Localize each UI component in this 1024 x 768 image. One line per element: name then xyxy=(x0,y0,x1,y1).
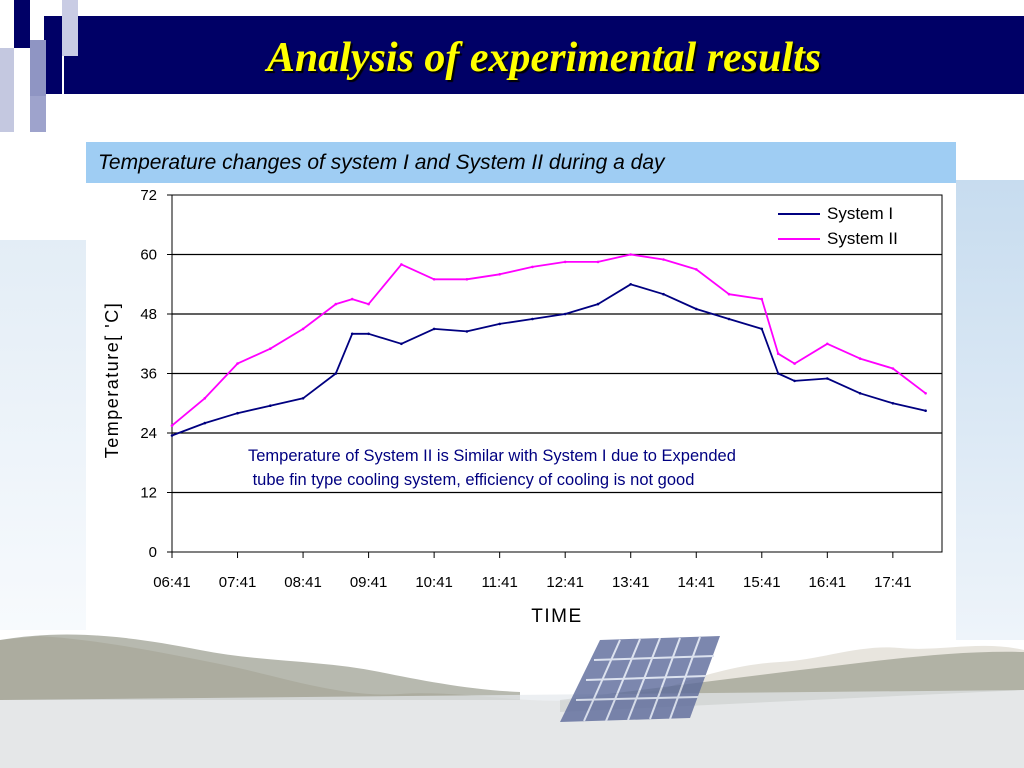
x-tick-label: 07:41 xyxy=(219,574,257,591)
annotation-text: Temperature of System II is Similar with… xyxy=(248,447,736,465)
data-point xyxy=(531,317,534,321)
data-point xyxy=(826,377,829,380)
legend-label: System I xyxy=(827,204,893,223)
data-point xyxy=(596,260,600,264)
x-tick-label: 09:41 xyxy=(350,574,388,591)
data-point xyxy=(269,347,272,351)
data-point xyxy=(301,327,305,331)
y-tick-label: 0 xyxy=(149,544,157,561)
data-point xyxy=(170,434,174,437)
solar-panel-image xyxy=(560,636,720,722)
decorative-square xyxy=(14,0,30,48)
series-line-2 xyxy=(171,253,927,427)
data-point xyxy=(662,258,665,261)
data-point xyxy=(236,411,239,415)
data-point xyxy=(367,332,370,336)
data-point xyxy=(826,342,829,346)
data-point xyxy=(924,409,927,413)
data-point xyxy=(629,283,632,286)
x-axis-title: TIME xyxy=(531,606,582,627)
data-point xyxy=(498,273,502,276)
y-tick-label: 12 xyxy=(140,485,157,502)
data-point xyxy=(465,278,469,281)
data-point xyxy=(531,265,534,269)
x-tick-label: 13:41 xyxy=(612,574,650,591)
data-point xyxy=(727,317,731,321)
decorative-square xyxy=(62,0,78,56)
data-point xyxy=(924,392,927,395)
data-point xyxy=(596,302,600,306)
chart-title-bar xyxy=(86,142,956,183)
data-point xyxy=(891,402,895,405)
data-point xyxy=(776,352,780,356)
legend-label: System II xyxy=(827,229,898,248)
data-point xyxy=(400,342,403,346)
x-tick-label: 12:41 xyxy=(546,574,584,591)
data-point xyxy=(334,372,338,375)
data-point xyxy=(760,297,764,301)
data-point xyxy=(465,330,469,333)
y-tick-label: 72 xyxy=(140,187,157,204)
decorative-square xyxy=(0,48,14,132)
y-tick-label: 60 xyxy=(140,247,157,264)
x-tick-label: 15:41 xyxy=(743,574,781,591)
x-tick-label: 14:41 xyxy=(677,574,715,591)
data-point xyxy=(432,278,436,281)
data-point xyxy=(350,297,354,301)
data-point xyxy=(334,302,338,306)
data-point xyxy=(695,268,698,271)
data-point xyxy=(629,253,632,256)
decorative-square xyxy=(30,96,46,132)
x-tick-label: 06:41 xyxy=(153,574,191,591)
y-tick-label: 36 xyxy=(140,366,157,383)
data-point xyxy=(776,372,780,375)
data-point xyxy=(367,302,370,306)
data-point xyxy=(563,312,567,316)
data-point xyxy=(400,263,403,266)
data-point xyxy=(236,362,239,365)
series-line-1 xyxy=(171,283,926,437)
data-point xyxy=(760,327,764,331)
data-point xyxy=(695,307,698,311)
data-point xyxy=(203,421,207,425)
y-tick-label: 24 xyxy=(140,425,157,442)
x-tick-label: 16:41 xyxy=(809,574,847,591)
data-point xyxy=(350,332,354,336)
decorative-square xyxy=(44,16,62,94)
data-point xyxy=(891,367,895,370)
x-tick-label: 08:41 xyxy=(284,574,322,591)
data-point xyxy=(269,404,272,408)
x-tick-label: 10:41 xyxy=(415,574,453,591)
data-point xyxy=(662,292,665,296)
chart-title: Temperature changes of system I and Syst… xyxy=(98,151,665,174)
y-axis-title: Temperature[ 'C] xyxy=(102,302,122,459)
data-point xyxy=(301,397,305,400)
x-tick-label: 11:41 xyxy=(481,574,517,591)
data-point xyxy=(858,392,862,395)
data-point xyxy=(498,322,502,326)
y-tick-label: 48 xyxy=(140,306,157,323)
title-bar xyxy=(64,16,1024,94)
data-point xyxy=(793,379,796,383)
decorative-square xyxy=(30,40,46,96)
data-point xyxy=(563,260,567,264)
x-tick-label: 17:41 xyxy=(874,574,912,591)
annotation-text: tube fin type cooling system, efficiency… xyxy=(248,471,694,489)
data-point xyxy=(203,397,207,400)
data-point xyxy=(727,292,731,296)
slide-title: Analysis of experimental results xyxy=(266,35,822,81)
data-point xyxy=(432,327,436,331)
data-point xyxy=(170,424,174,427)
data-point xyxy=(858,357,862,360)
data-point xyxy=(793,362,796,365)
